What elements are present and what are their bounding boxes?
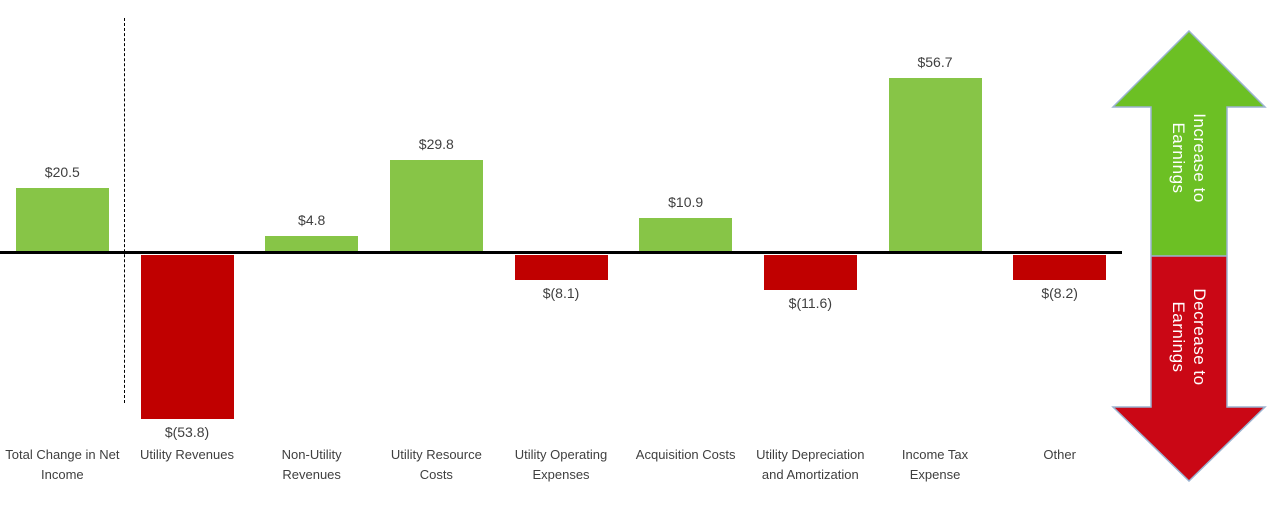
bar-total-change-in-net-income xyxy=(15,188,109,251)
bar-other xyxy=(1013,255,1107,280)
total-separator-dashed-line xyxy=(124,18,125,403)
decrease-to-earnings-arrow-icon xyxy=(1111,256,1267,482)
bar-income-tax-expense xyxy=(888,78,982,251)
value-label-utility-depreciation-and-amortization: $(11.6) xyxy=(788,295,832,312)
value-label-utility-revenues: $(53.8) xyxy=(164,424,210,441)
increase-to-earnings-arrow-icon xyxy=(1111,30,1267,256)
value-label-utility-operating-expenses: $(8.1) xyxy=(542,284,580,301)
category-label-utility-depreciation-and-amortization: Utility Depreciation and Amortization xyxy=(756,447,865,482)
bar-utility-resource-costs xyxy=(389,160,483,251)
increase-arrow-label: Increase to Earnings xyxy=(1168,83,1210,233)
category-label-utility-operating-expenses: Utility Operating Expenses xyxy=(514,447,608,482)
category-label-acquisition-costs: Acquisition Costs xyxy=(635,447,736,462)
decrease-arrow-label-line1: Decrease to xyxy=(1190,288,1209,386)
category-label-utility-resource-costs: Utility Resource Costs xyxy=(390,447,482,482)
value-label-acquisition-costs: $10.9 xyxy=(668,193,704,210)
increase-arrow-label-line2: Earnings xyxy=(1169,122,1188,194)
value-label-non-utility-revenues: $4.8 xyxy=(298,212,326,229)
value-label-income-tax-expense: $56.7 xyxy=(917,54,953,71)
category-label-other: Other xyxy=(1043,447,1076,462)
value-label-utility-resource-costs: $29.8 xyxy=(418,136,454,153)
bar-acquisition-costs xyxy=(639,217,733,251)
bar-utility-depreciation-and-amortization xyxy=(763,255,857,291)
up-arrow-shape xyxy=(1111,30,1267,256)
increase-arrow-label-line1: Increase to xyxy=(1190,113,1209,203)
category-label-utility-revenues: Utility Revenues xyxy=(140,447,234,462)
category-label-income-tax-expense: Income Tax Expense xyxy=(901,447,969,482)
value-label-other: $(8.2) xyxy=(1041,285,1078,301)
bar-non-utility-revenues xyxy=(265,236,359,251)
value-label-total-change-in-net-income: $20.5 xyxy=(44,164,80,181)
bar-utility-revenues xyxy=(140,255,234,420)
down-arrow-shape xyxy=(1111,256,1267,482)
category-label-non-utility-revenues: Non-Utility Revenues xyxy=(281,447,342,482)
decrease-arrow-label: Decrease to Earnings xyxy=(1168,262,1210,412)
decrease-arrow-label-line2: Earnings xyxy=(1169,301,1188,373)
x-axis-line xyxy=(0,251,1122,254)
category-label-total-change-in-net-income: Total Change in Net Income xyxy=(5,447,120,482)
bar-utility-operating-expenses xyxy=(514,255,608,280)
